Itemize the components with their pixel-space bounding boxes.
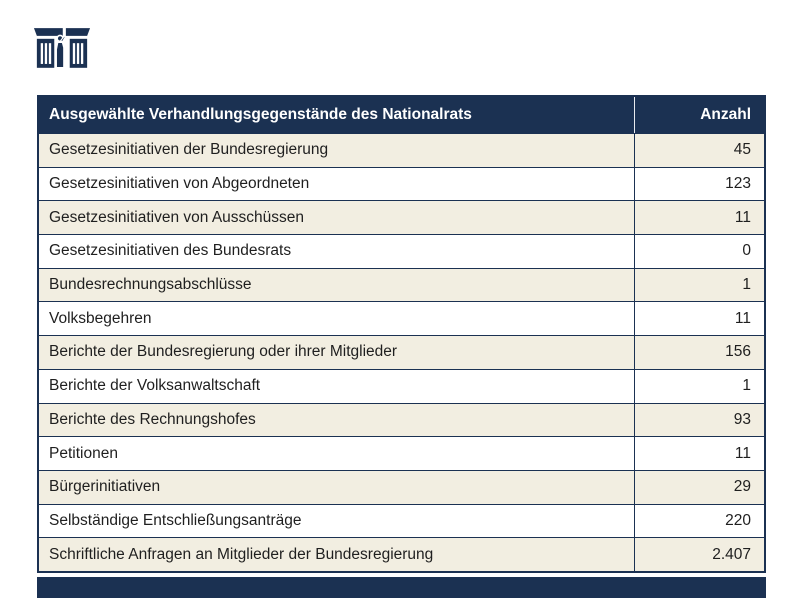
row-label: Schriftliche Anfragen an Mitglieder der … — [49, 545, 434, 563]
table-row: Petitionen 11 — [39, 436, 764, 470]
table-row: Gesetzesinitiativen von Ausschüssen 11 — [39, 200, 764, 235]
row-value: 11 — [634, 201, 764, 235]
table-row: Berichte der Bundesregierung oder ihrer … — [39, 335, 764, 369]
row-label: Gesetzesinitiativen des Bundesrats — [49, 242, 292, 260]
row-label: Selbständige Entschließungsanträge — [49, 511, 302, 529]
table-row: Berichte des Rechnungshofes 93 — [39, 402, 764, 437]
table-row: Gesetzesinitiativen der Bundesregierung … — [39, 133, 764, 167]
table-header-count: Anzahl — [634, 97, 764, 133]
row-value: 29 — [634, 470, 764, 504]
table-row: Gesetzesinitiativen von Abgeordneten 123 — [39, 166, 764, 201]
table-row: Gesetzesinitiativen des Bundesrats 0 — [39, 234, 764, 268]
row-value: 156 — [634, 336, 764, 369]
negotiation-items-table: Ausgewählte Verhandlungsgegenstände des … — [37, 95, 766, 573]
row-label: Gesetzesinitiativen von Ausschüssen — [49, 208, 305, 226]
table-row: Volksbegehren 11 — [39, 301, 764, 336]
row-label: Gesetzesinitiativen der Bundesregierung — [49, 141, 329, 159]
table-row: Selbständige Entschließungsanträge 220 — [39, 503, 764, 538]
row-value: 93 — [634, 403, 764, 437]
row-value: 220 — [634, 504, 764, 538]
parliament-building-icon — [33, 24, 91, 69]
row-value: 123 — [634, 167, 764, 201]
row-value: 11 — [634, 302, 764, 336]
row-value: 1 — [634, 268, 764, 302]
row-value: 45 — [634, 134, 764, 167]
table-row: Berichte der Volksanwaltschaft 1 — [39, 368, 764, 403]
table-row: Bundesrechnungsabschlüsse 1 — [39, 267, 764, 302]
table-row: Bürgerinitiativen 29 — [39, 469, 764, 504]
footer-accent-bar — [37, 577, 766, 598]
table-row: Schriftliche Anfragen an Mitglieder der … — [39, 537, 764, 571]
row-label: Bundesrechnungsabschlüsse — [49, 276, 252, 294]
row-value: 11 — [634, 437, 764, 470]
table-header-row: Ausgewählte Verhandlungsgegenstände des … — [39, 97, 764, 133]
table-header-title: Ausgewählte Verhandlungsgegenstände des … — [49, 106, 472, 123]
row-value: 0 — [634, 235, 764, 268]
row-label: Gesetzesinitiativen von Abgeordneten — [49, 175, 310, 193]
row-label: Petitionen — [49, 444, 118, 462]
row-label: Berichte der Volksanwaltschaft — [49, 377, 261, 395]
row-label: Berichte des Rechnungshofes — [49, 410, 256, 428]
row-value: 2.407 — [634, 538, 764, 571]
row-label: Bürgerinitiativen — [49, 478, 161, 496]
row-label: Volksbegehren — [49, 309, 152, 327]
row-label: Berichte der Bundesregierung oder ihrer … — [49, 343, 398, 361]
row-value: 1 — [634, 369, 764, 403]
